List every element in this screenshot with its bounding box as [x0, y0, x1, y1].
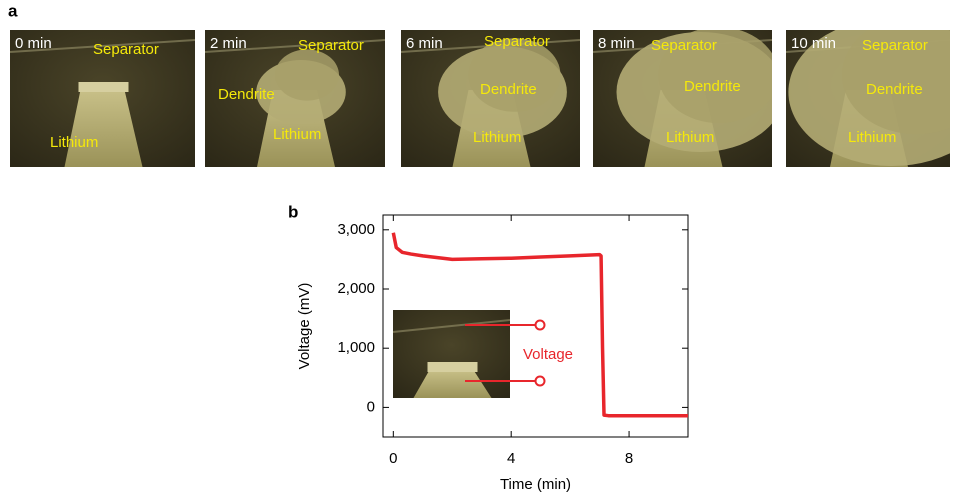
photo-content: [593, 30, 772, 167]
panel-label: a: [8, 1, 18, 20]
x-tick-label: 4: [507, 450, 515, 467]
data-line: [391, 232, 688, 418]
frame-annotation: Separator: [93, 41, 159, 58]
photo-content: [401, 30, 580, 167]
frame-annotation: Lithium: [473, 129, 521, 146]
frame-annotation: Separator: [862, 37, 928, 54]
dendrite: [468, 38, 561, 112]
frame-annotation: Dendrite: [866, 81, 923, 98]
lithium: [413, 370, 492, 398]
probe-terminal: [534, 319, 546, 331]
y-tick-label: 0: [367, 398, 375, 415]
separator: [393, 319, 510, 333]
frame-annotation: Dendrite: [218, 86, 275, 103]
lithium-top: [78, 82, 129, 92]
y-tick-label: 3,000: [337, 221, 375, 238]
frame-time: 2 min: [210, 35, 247, 52]
frame-time: 10 min: [791, 35, 836, 52]
photo-content: [786, 30, 950, 167]
frame-time: 0 min: [15, 35, 52, 52]
separator: [10, 39, 195, 53]
x-axis-label: Time (min): [500, 476, 571, 493]
lithium-top: [427, 362, 478, 372]
frame-time: 8 min: [598, 35, 635, 52]
probe-terminal: [534, 375, 546, 387]
dendrite: [842, 30, 950, 135]
photo-content: [205, 30, 385, 167]
x-tick-label: 0: [389, 450, 397, 467]
frame-annotation: Lithium: [666, 129, 714, 146]
frame-time: 6 min: [406, 35, 443, 52]
frame-annotation: Separator: [651, 37, 717, 54]
dendrite: [275, 49, 339, 101]
photo-content: [393, 310, 510, 398]
photo-content: [10, 30, 195, 167]
legend-label: Voltage: [523, 346, 573, 363]
y-axis-label: Voltage (mV): [296, 283, 313, 370]
frame-annotation: Lithium: [848, 129, 896, 146]
frame-annotation: Lithium: [273, 126, 321, 143]
lithium: [64, 90, 143, 167]
plot-frame: [382, 214, 689, 438]
panel-label: b: [288, 202, 298, 221]
separator: [205, 39, 385, 53]
y-tick-label: 2,000: [337, 280, 375, 297]
frame-annotation: Separator: [298, 37, 364, 54]
frame-annotation: Dendrite: [480, 81, 537, 98]
frame-annotation: Lithium: [50, 134, 98, 151]
frame-annotation: Dendrite: [684, 78, 741, 95]
x-tick-label: 8: [625, 450, 633, 467]
frame-annotation: Separator: [484, 33, 550, 50]
y-tick-label: 1,000: [337, 339, 375, 356]
dendrite: [658, 30, 772, 123]
